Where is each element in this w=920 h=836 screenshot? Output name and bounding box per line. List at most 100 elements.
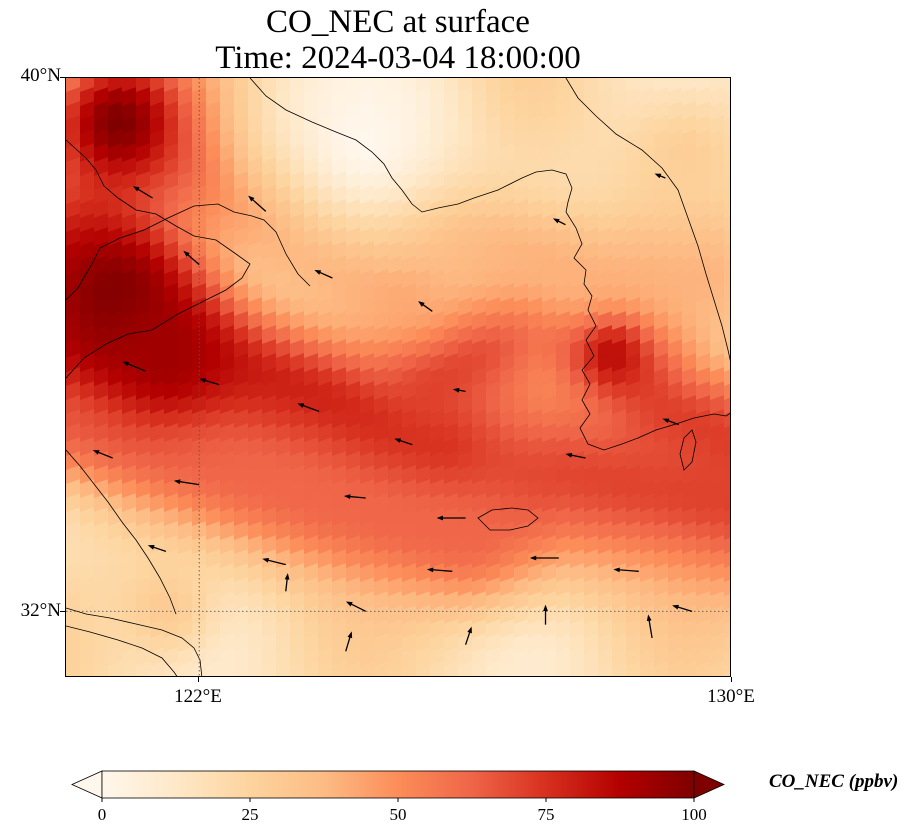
field-cell — [402, 255, 416, 275]
field-cell — [654, 493, 668, 513]
field-cell — [388, 297, 402, 317]
field-cell — [290, 423, 304, 443]
field-cell — [668, 241, 682, 261]
field-cell — [206, 353, 220, 373]
field-cell — [276, 633, 290, 653]
field-cell — [430, 451, 444, 471]
field-cell — [164, 507, 178, 527]
wind-arrow — [565, 452, 586, 459]
field-cell — [528, 563, 542, 583]
field-cell — [402, 395, 416, 415]
field-cell — [206, 549, 220, 569]
field-cell — [290, 493, 304, 513]
field-cell — [556, 311, 570, 331]
field-cell — [682, 143, 696, 163]
field-cell — [486, 115, 500, 135]
field-cell — [80, 255, 94, 275]
field-cell — [528, 647, 542, 667]
field-cell — [94, 115, 108, 135]
field-cell — [486, 269, 500, 289]
field-cell — [710, 325, 724, 345]
field-cell — [273, 675, 276, 676]
field-cell — [570, 577, 584, 597]
field-cell — [458, 325, 472, 345]
field-cell — [318, 227, 332, 247]
field-cell — [556, 269, 570, 289]
field-cell — [262, 633, 276, 653]
field-cell — [360, 241, 374, 261]
field-cell — [542, 409, 556, 429]
field-cell — [80, 171, 94, 191]
field-cell — [161, 675, 164, 676]
field-cell — [430, 479, 444, 499]
field-cell — [276, 171, 290, 191]
field-cell — [94, 381, 108, 401]
field-cell — [108, 549, 122, 569]
field-cell — [262, 199, 276, 219]
field-cell — [304, 409, 318, 429]
field-cell — [346, 619, 360, 639]
field-cell — [472, 367, 486, 387]
field-cell — [640, 409, 654, 429]
field-cell — [206, 325, 220, 345]
field-cell — [150, 255, 164, 275]
field-cell — [430, 577, 444, 597]
field-cell — [724, 103, 730, 121]
field-cell — [612, 591, 626, 611]
field-cell — [486, 647, 500, 667]
field-cell — [682, 199, 696, 219]
field-cell — [164, 283, 178, 303]
field-cell — [598, 423, 612, 443]
field-cell — [136, 395, 150, 415]
field-cell — [486, 395, 500, 415]
field-cell — [164, 199, 178, 219]
field-cell — [136, 465, 150, 485]
field-cell — [430, 353, 444, 373]
field-cell — [150, 325, 164, 345]
field-cell — [388, 255, 402, 275]
field-cell — [444, 143, 458, 163]
field-cell — [178, 549, 192, 569]
field-cell — [318, 521, 332, 541]
field-cell — [276, 325, 290, 345]
field-cell — [542, 241, 556, 261]
field-cell — [164, 409, 178, 429]
field-cell — [220, 101, 234, 121]
field-cell — [304, 591, 318, 611]
shandong-coast — [66, 139, 251, 379]
field-cell — [94, 213, 108, 233]
field-cell — [94, 87, 108, 107]
field-cell — [640, 647, 654, 667]
field-cell — [486, 297, 500, 317]
field-cell — [122, 661, 136, 676]
field-cell — [234, 535, 248, 555]
field-cell — [472, 185, 486, 205]
field-cell — [136, 297, 150, 317]
field-cell — [122, 255, 136, 275]
field-cell — [248, 661, 262, 676]
field-cell — [108, 87, 122, 107]
field-cell — [598, 521, 612, 541]
field-cell — [234, 577, 248, 597]
field-cell — [598, 619, 612, 639]
field-cell — [248, 241, 262, 261]
field-cell — [584, 199, 598, 219]
field-cell — [542, 353, 556, 373]
field-cell — [402, 101, 416, 121]
field-cell — [696, 171, 710, 191]
field-cell — [94, 535, 108, 555]
field-cell — [500, 451, 514, 471]
field-cell — [472, 325, 486, 345]
field-cell — [682, 339, 696, 359]
field-cell — [584, 521, 598, 541]
field-cell — [122, 535, 136, 555]
field-cell — [486, 101, 500, 121]
field-cell — [402, 129, 416, 149]
field-cell — [416, 507, 430, 527]
field-cell — [682, 115, 696, 135]
field-cell — [122, 185, 136, 205]
field-cell — [122, 325, 136, 345]
field-cell — [262, 605, 276, 625]
field-cell — [612, 87, 626, 107]
field-cell — [150, 605, 164, 625]
